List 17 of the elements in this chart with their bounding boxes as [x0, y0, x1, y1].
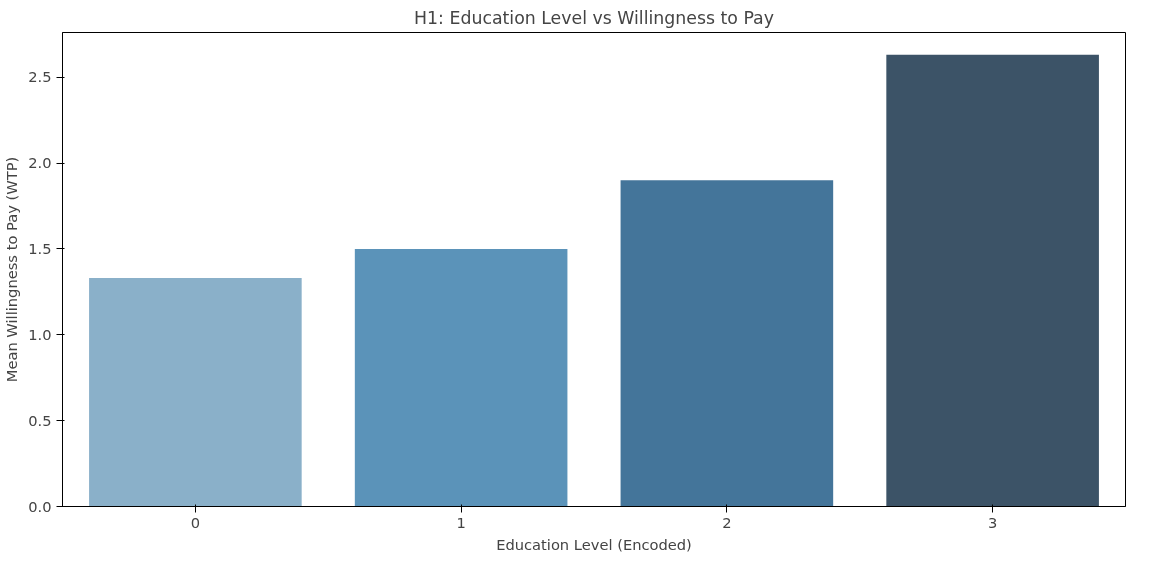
x-tick-label: 1: [456, 513, 466, 531]
bar: [620, 180, 834, 507]
y-tick-label: 0.5: [28, 411, 52, 429]
x-tick-label: 2: [722, 513, 732, 531]
x-tick-label: 0: [190, 513, 201, 531]
bar: [886, 54, 1099, 507]
y-tick-label: 1.5: [28, 239, 52, 257]
bar: [354, 248, 568, 507]
y-tick-label: 1.0: [28, 325, 52, 343]
y-tick-label: 2.5: [28, 68, 52, 86]
x-tick-label: 3: [987, 513, 998, 531]
y-tick-label: 0.0: [28, 497, 52, 515]
y-axis-title: Mean Willingness to Pay (WTP): [3, 156, 21, 383]
chart-title: H1: Education Level vs Willingness to Pay: [414, 7, 774, 28]
y-tick-label: 2.0: [28, 154, 52, 172]
x-axis-title: Education Level (Encoded): [496, 535, 692, 553]
bar: [89, 278, 302, 507]
